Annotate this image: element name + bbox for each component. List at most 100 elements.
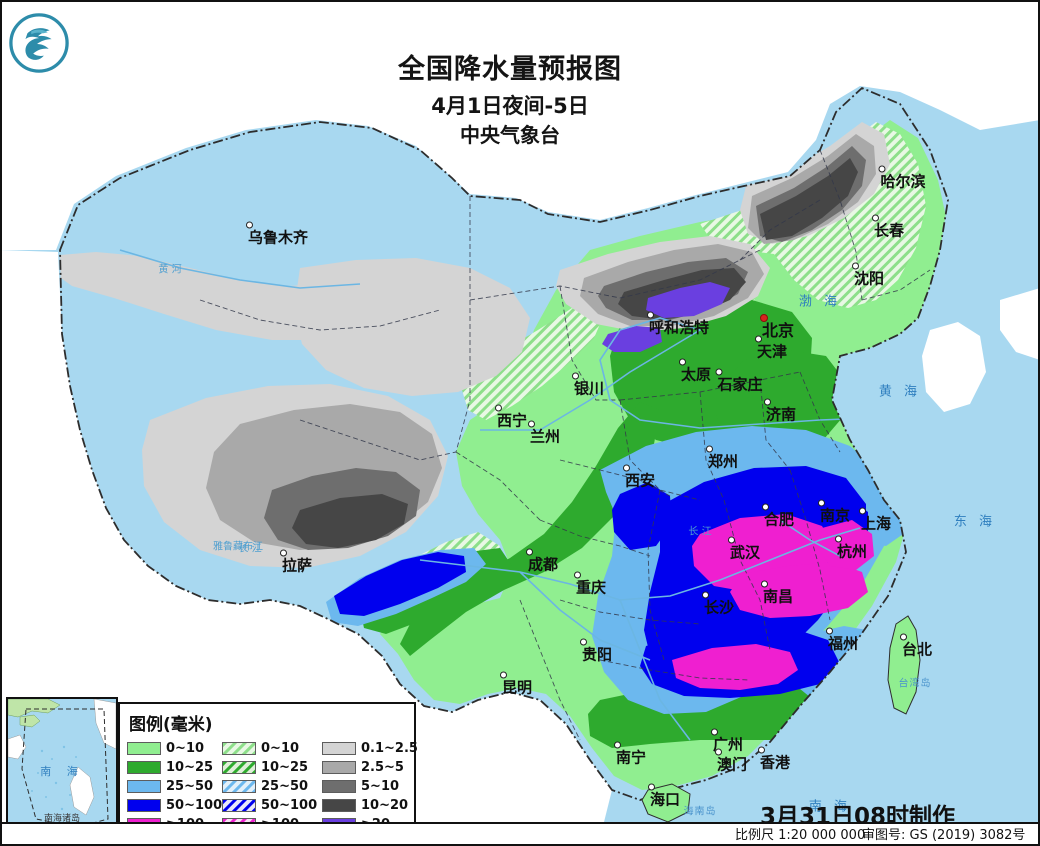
legend-box: 图例(毫米) 0~10 0~10 0.1~2.5 10~25 10~25 2.5~5 25~… bbox=[118, 702, 418, 838]
city-name: 哈尔滨 bbox=[880, 172, 926, 191]
footer-bar bbox=[0, 822, 1040, 846]
city-name: 北京 bbox=[761, 321, 795, 340]
city-marker-icon bbox=[871, 214, 879, 222]
city-marker-icon bbox=[573, 571, 581, 579]
city-label-25: 贵阳 bbox=[579, 638, 612, 663]
city-marker-icon bbox=[757, 746, 765, 754]
city-name: 广州 bbox=[712, 735, 744, 754]
city-name: 银川 bbox=[573, 379, 605, 398]
city-label-31: 香港 bbox=[757, 746, 791, 772]
city-name: 呼和浩特 bbox=[648, 318, 710, 337]
legend-swatch-rain-solid-3 bbox=[127, 799, 161, 812]
city-name: 武汉 bbox=[729, 543, 761, 562]
legend-title: 图例(毫米) bbox=[129, 715, 213, 735]
city-marker-icon bbox=[279, 549, 287, 557]
river-label-2: 雅鲁藏布江 bbox=[213, 541, 263, 553]
legend-label-rain-hatched-1: 10~25 bbox=[261, 760, 309, 775]
legend-item-snow-solid-3: 10~20 bbox=[322, 798, 410, 813]
city-marker-icon bbox=[646, 311, 654, 319]
city-label-16: 南京 bbox=[817, 499, 850, 524]
city-name: 郑州 bbox=[707, 452, 739, 471]
city-label-4: 呼和浩特 bbox=[646, 311, 710, 337]
sea-label-3: 南 海 bbox=[808, 799, 852, 815]
legend-label-rain-hatched-3: 50~100 bbox=[261, 798, 318, 813]
city-name: 昆明 bbox=[501, 678, 533, 697]
legend-swatch-snow-solid-0 bbox=[322, 742, 356, 755]
city-name: 上海 bbox=[860, 514, 892, 533]
city-label-18: 成都 bbox=[525, 548, 559, 574]
national-boundary bbox=[59, 86, 949, 801]
city-label-30: 南宁 bbox=[613, 741, 647, 767]
legend-label-rain-solid-3: 50~100 bbox=[166, 798, 223, 813]
city-name: 杭州 bbox=[836, 542, 868, 561]
city-marker-icon bbox=[727, 536, 735, 544]
city-marker-icon bbox=[858, 507, 866, 515]
taiwan-island bbox=[887, 615, 921, 715]
city-label-28: 昆明 bbox=[499, 671, 533, 697]
city-marker-icon bbox=[527, 420, 535, 428]
city-marker-icon bbox=[834, 535, 842, 543]
city-label-19: 武汉 bbox=[727, 536, 761, 562]
city-label-6: 天津 bbox=[754, 335, 787, 360]
city-marker-icon bbox=[494, 404, 502, 412]
legend-label-snow-solid-3: 10~20 bbox=[361, 798, 409, 813]
city-name: 南昌 bbox=[762, 587, 794, 606]
city-marker-icon bbox=[899, 633, 907, 641]
city-name: 香港 bbox=[759, 753, 791, 772]
legend-label-rain-solid-1: 10~25 bbox=[166, 760, 214, 775]
band-snow-0.1-2.5-qinghai bbox=[294, 258, 530, 396]
legend-label-rain-solid-2: 25~50 bbox=[166, 779, 214, 794]
legend-swatch-rain-hatched-1 bbox=[222, 761, 256, 774]
river-label-0: 黄 河 bbox=[158, 264, 182, 276]
band-50-100mm-tibet bbox=[334, 552, 466, 616]
city-marker-icon bbox=[817, 499, 825, 507]
province-borders bbox=[199, 149, 931, 741]
city-name: 澳门 bbox=[716, 755, 748, 774]
city-label-33: 海口 bbox=[647, 783, 681, 809]
city-label-22: 重庆 bbox=[573, 571, 606, 596]
legend-item-rain-hatched-2: 25~50 bbox=[222, 779, 322, 794]
legend-swatch-snow-solid-3 bbox=[322, 799, 356, 812]
city-name: 长春 bbox=[873, 221, 905, 240]
hainan-island bbox=[641, 783, 691, 823]
city-marker-icon bbox=[579, 638, 587, 646]
city-label-14: 西安 bbox=[622, 464, 655, 489]
band-snow-ge20-n bbox=[646, 282, 730, 318]
city-marker-icon bbox=[710, 728, 718, 736]
city-marker-icon bbox=[705, 445, 713, 453]
city-name: 海口 bbox=[649, 790, 681, 809]
city-name: 福州 bbox=[827, 634, 859, 653]
cma-dragon-logo bbox=[9, 13, 69, 73]
city-name: 南宁 bbox=[615, 748, 647, 767]
sea-label-4: 台湾岛 bbox=[898, 678, 932, 690]
legend-label-rain-solid-0: 0~10 bbox=[166, 741, 205, 756]
legend-swatch-rain-hatched-3 bbox=[222, 799, 256, 812]
legend-label-snow-solid-0: 0.1~2.5 bbox=[361, 741, 418, 756]
sea-label-1: 黄 海 bbox=[878, 384, 922, 400]
river-label-3: 长 江 bbox=[688, 526, 712, 538]
band-0-10mm-hatched-gansu bbox=[462, 296, 606, 420]
city-marker-icon bbox=[761, 503, 769, 511]
city-marker-icon bbox=[701, 591, 709, 599]
city-marker-icon bbox=[754, 335, 762, 343]
legend-item-snow-solid-0: 0.1~2.5 bbox=[322, 741, 418, 756]
legend-item-rain-solid-2: 25~50 bbox=[127, 779, 222, 794]
city-label-0: 乌鲁木齐 bbox=[245, 221, 308, 246]
city-marker-icon bbox=[613, 741, 621, 749]
city-label-1: 哈尔滨 bbox=[878, 165, 926, 191]
city-marker-icon bbox=[851, 262, 859, 270]
city-marker-icon bbox=[571, 372, 579, 380]
city-name: 成都 bbox=[527, 555, 559, 574]
city-marker-icon bbox=[825, 627, 833, 635]
city-label-29: 广州 bbox=[710, 728, 744, 754]
city-name: 长沙 bbox=[703, 598, 735, 617]
city-marker-icon bbox=[245, 221, 253, 229]
city-label-2: 长春 bbox=[871, 214, 905, 240]
city-label-15: 合肥 bbox=[761, 503, 794, 528]
city-label-32: 澳门 bbox=[714, 748, 748, 774]
legend-item-rain-solid-0: 0~10 bbox=[127, 741, 222, 756]
map-audit-label: 审图号: GS (2019) 3082号 bbox=[862, 828, 1026, 843]
city-label-13: 郑州 bbox=[705, 445, 739, 471]
city-marker-icon bbox=[647, 783, 655, 791]
legend-label-snow-solid-1: 2.5~5 bbox=[361, 760, 404, 775]
